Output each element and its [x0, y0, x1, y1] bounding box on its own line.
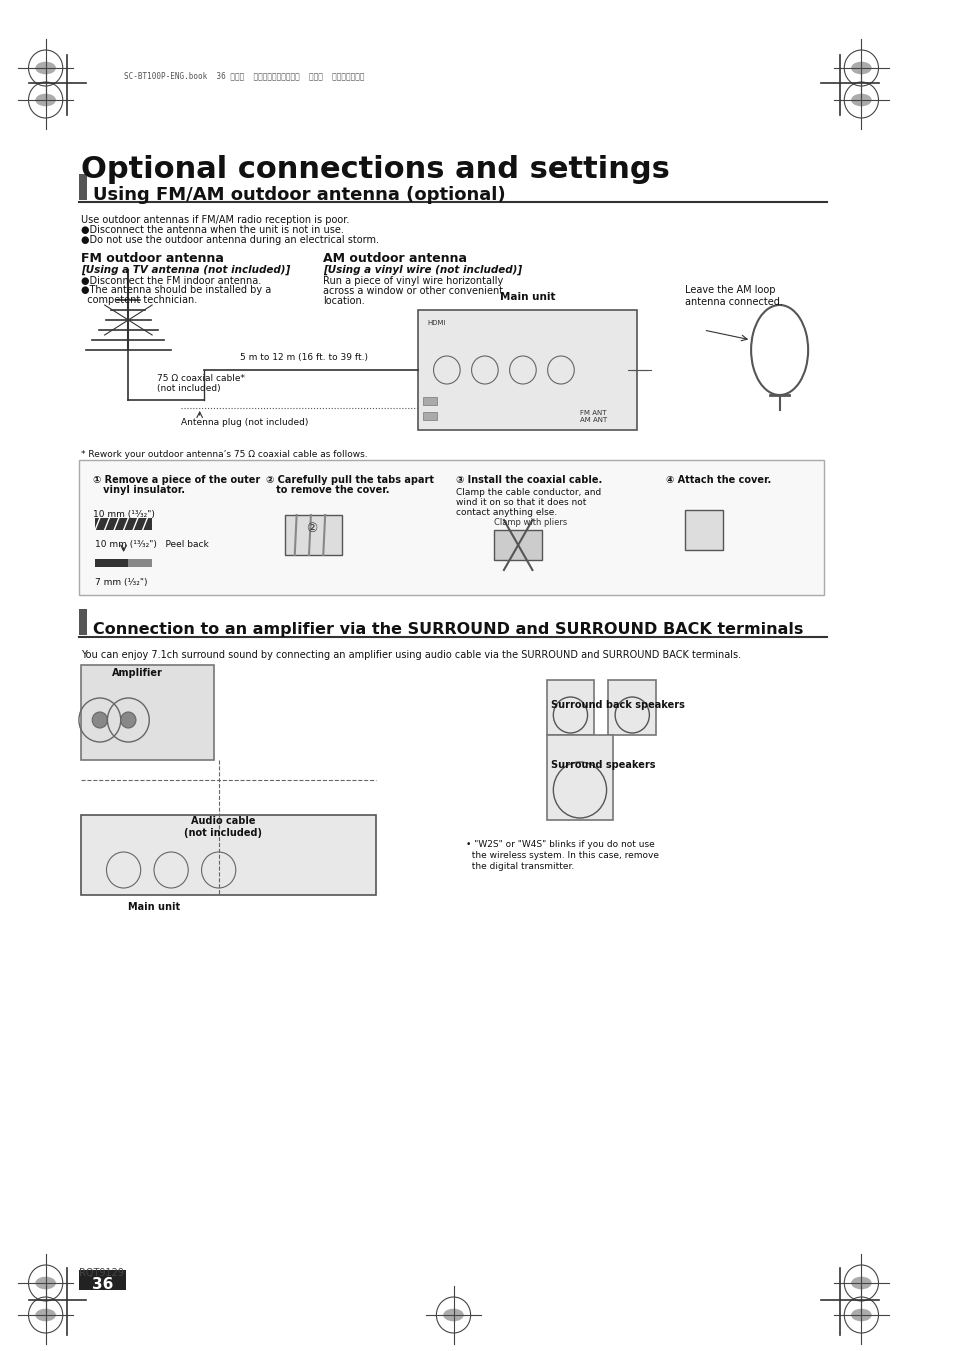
Text: HDMI: HDMI	[427, 320, 446, 326]
Bar	[79, 459, 823, 594]
Text: • "W2S" or "W4S" blinks if you do not use: • "W2S" or "W4S" blinks if you do not us…	[465, 840, 654, 848]
Text: vinyl insulator.: vinyl insulator.	[93, 485, 185, 494]
Text: ②: ②	[306, 523, 317, 535]
Text: Connection to an amplifier via the SURROUND and SURROUND BACK terminals: Connection to an amplifier via the SURRO…	[93, 621, 802, 638]
Bar	[81, 665, 213, 761]
Text: Leave the AM loop
antenna connected.: Leave the AM loop antenna connected.	[684, 285, 781, 307]
Bar	[95, 559, 129, 567]
Text: Surround back speakers: Surround back speakers	[551, 700, 684, 711]
Bar	[285, 515, 342, 555]
Bar	[129, 559, 152, 567]
Text: Use outdoor antennas if FM/AM radio reception is poor.: Use outdoor antennas if FM/AM radio rece…	[81, 215, 349, 226]
Ellipse shape	[35, 1309, 56, 1321]
Text: 7 mm (¹⁄₃₂"): 7 mm (¹⁄₃₂")	[95, 578, 148, 586]
Text: across a window or other convenient: across a window or other convenient	[323, 286, 503, 296]
Text: the wireless system. In this case, remove: the wireless system. In this case, remov…	[465, 851, 659, 861]
Bar	[79, 1270, 127, 1290]
Text: * Rework your outdoor antenna’s 75 Ω coaxial cable as follows.: * Rework your outdoor antenna’s 75 Ω coa…	[81, 450, 367, 459]
Ellipse shape	[35, 62, 56, 74]
Text: ●Disconnect the antenna when the unit is not in use.: ●Disconnect the antenna when the unit is…	[81, 226, 343, 235]
Text: competent technician.: competent technician.	[81, 295, 197, 305]
Text: Amplifier: Amplifier	[112, 667, 163, 678]
Text: Main unit: Main unit	[129, 902, 180, 912]
Bar	[422, 412, 436, 420]
Text: RQT9129: RQT9129	[79, 1269, 124, 1278]
Text: (not included): (not included)	[156, 384, 220, 393]
Bar	[418, 309, 637, 430]
Ellipse shape	[850, 93, 871, 107]
Ellipse shape	[850, 62, 871, 74]
Text: Surround speakers: Surround speakers	[551, 761, 656, 770]
Text: Run a piece of vinyl wire horizontally: Run a piece of vinyl wire horizontally	[323, 276, 503, 286]
Bar	[494, 530, 541, 561]
Text: contact anything else.: contact anything else.	[456, 508, 558, 517]
Text: ●The antenna should be installed by a: ●The antenna should be installed by a	[81, 285, 271, 295]
Ellipse shape	[443, 1309, 463, 1321]
Text: ① Remove a piece of the outer: ① Remove a piece of the outer	[93, 476, 260, 485]
Text: wind it on so that it does not: wind it on so that it does not	[456, 499, 586, 507]
Bar	[684, 509, 721, 550]
Text: [Using a TV antenna (not included)]: [Using a TV antenna (not included)]	[81, 265, 290, 276]
Text: Audio cable
(not included): Audio cable (not included)	[184, 816, 262, 838]
Bar	[79, 174, 87, 200]
Text: ② Carefully pull the tabs apart: ② Carefully pull the tabs apart	[266, 476, 434, 485]
Text: You can enjoy 7.1ch surround sound by connecting an amplifier using audio cable : You can enjoy 7.1ch surround sound by co…	[81, 650, 740, 661]
Ellipse shape	[850, 1277, 871, 1289]
Circle shape	[92, 712, 108, 728]
Text: the digital transmitter.: the digital transmitter.	[465, 862, 574, 871]
Text: ●Do not use the outdoor antenna during an electrical storm.: ●Do not use the outdoor antenna during a…	[81, 235, 378, 245]
Text: to remove the cover.: to remove the cover.	[266, 485, 390, 494]
Text: Using FM/AM outdoor antenna (optional): Using FM/AM outdoor antenna (optional)	[93, 186, 505, 204]
Text: Clamp with pliers: Clamp with pliers	[494, 517, 567, 527]
Ellipse shape	[35, 93, 56, 107]
Text: ④ Attach the cover.: ④ Attach the cover.	[665, 476, 770, 485]
Bar	[422, 397, 436, 405]
Ellipse shape	[850, 1309, 871, 1321]
Text: ③ Install the coaxial cable.: ③ Install the coaxial cable.	[456, 476, 602, 485]
Text: Antenna plug (not included): Antenna plug (not included)	[180, 417, 308, 427]
Bar	[546, 680, 594, 735]
Text: ●Disconnect the FM indoor antenna.: ●Disconnect the FM indoor antenna.	[81, 276, 261, 286]
Text: FM ANT
AM ANT: FM ANT AM ANT	[579, 409, 606, 423]
Text: Main unit: Main unit	[499, 292, 555, 303]
Ellipse shape	[35, 1277, 56, 1289]
Circle shape	[121, 712, 136, 728]
Text: FM outdoor antenna: FM outdoor antenna	[81, 253, 223, 265]
Text: 75 Ω coaxial cable*: 75 Ω coaxial cable*	[156, 374, 245, 382]
Text: 5 m to 12 m (16 ft. to 39 ft.): 5 m to 12 m (16 ft. to 39 ft.)	[240, 353, 368, 362]
Text: location.: location.	[323, 296, 365, 305]
Bar	[546, 735, 613, 820]
Bar	[79, 609, 87, 635]
Text: Optional connections and settings: Optional connections and settings	[81, 155, 669, 184]
Text: AM outdoor antenna: AM outdoor antenna	[323, 253, 467, 265]
Text: SC-BT100P-ENG.book  36 ページ  ２００８年２月２０日  水曜日  午後６時２２分: SC-BT100P-ENG.book 36 ページ ２００８年２月２０日 水曜日…	[124, 72, 364, 81]
Text: 36: 36	[91, 1277, 113, 1292]
Text: Clamp the cable conductor, and: Clamp the cable conductor, and	[456, 488, 601, 497]
Text: [Using a vinyl wire (not included)]: [Using a vinyl wire (not included)]	[323, 265, 522, 276]
Bar	[81, 815, 375, 894]
Bar	[608, 680, 656, 735]
Bar	[95, 517, 152, 530]
Text: 10 mm (¹³⁄₃₂")   Peel back: 10 mm (¹³⁄₃₂") Peel back	[95, 540, 209, 549]
Text: 10 mm (¹³⁄₃₂"): 10 mm (¹³⁄₃₂")	[93, 509, 155, 519]
